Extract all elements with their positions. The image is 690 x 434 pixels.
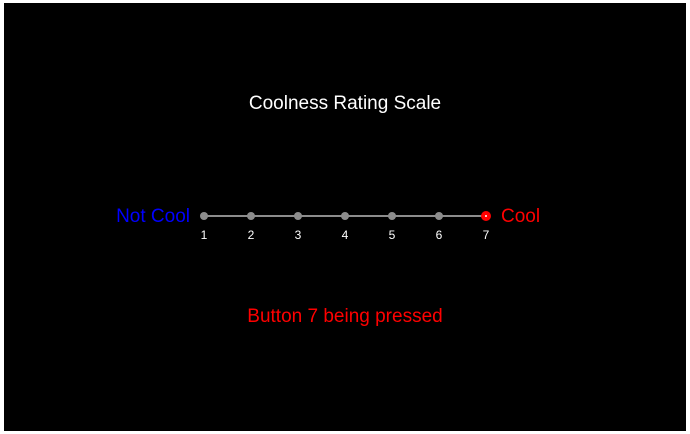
scale-button-7[interactable]: 7 <box>471 207 501 242</box>
scale-dot-2 <box>247 212 255 220</box>
scale-button-3[interactable]: 3 <box>283 207 313 242</box>
scale-number-2: 2 <box>247 228 255 242</box>
scale-number-1: 1 <box>200 228 208 242</box>
scale-dot-6 <box>435 212 443 220</box>
scale-dot-1 <box>200 212 208 220</box>
scale-button-4[interactable]: 4 <box>330 207 360 242</box>
scale-number-7: 7 <box>482 228 490 242</box>
scale-number-3: 3 <box>294 228 302 242</box>
scale-button-1[interactable]: 1 <box>189 207 219 242</box>
scale-dot-5 <box>388 212 396 220</box>
scale-button-6[interactable]: 6 <box>424 207 454 242</box>
scale-button-5[interactable]: 5 <box>377 207 407 242</box>
scale-title: Coolness Rating Scale <box>248 93 442 114</box>
scale-button-2[interactable]: 2 <box>236 207 266 242</box>
status-message: Button 7 being pressed <box>247 306 443 327</box>
scale-dot-3 <box>294 212 302 220</box>
scale-left-label: Not Cool <box>116 206 190 227</box>
scale-dot-7 <box>481 211 491 221</box>
scale-number-6: 6 <box>435 228 443 242</box>
scale-right-label: Cool <box>501 206 541 227</box>
scale-number-4: 4 <box>341 228 349 242</box>
scale-number-5: 5 <box>388 228 396 242</box>
scale-dot-4 <box>341 212 349 220</box>
